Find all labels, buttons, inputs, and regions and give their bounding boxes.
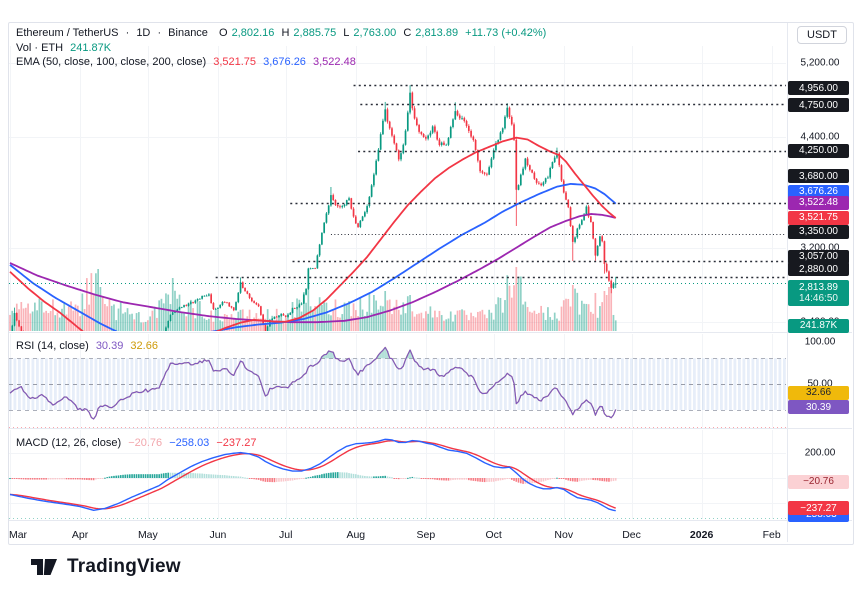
- macd-signal-value: −237.27: [216, 437, 257, 449]
- price-level-badge: 4,750.00: [788, 98, 849, 113]
- open-label: O: [219, 27, 228, 39]
- current-price-badge: 2,813.89 14:46:50: [788, 279, 849, 306]
- rsi-axis-label: 50.00: [807, 378, 833, 390]
- price-level-badge: 3,676.26: [788, 184, 849, 199]
- time-axis-label-feb: Feb: [762, 529, 781, 541]
- time-axis[interactable]: [9, 521, 787, 542]
- ema100-value: 3,676.26: [263, 56, 306, 68]
- macd-value-badge: −20.76: [788, 474, 849, 489]
- macd-hist-value: −20.76: [128, 437, 163, 449]
- change-value: +11.73 (+0.42%): [465, 27, 547, 39]
- volume-legend-row: Vol · ETH 241.87K: [16, 42, 115, 54]
- tradingview-logo-icon: [31, 559, 57, 575]
- price-axis-border: [787, 23, 788, 542]
- price-axis-label: 4,400.00: [800, 131, 840, 143]
- close-label: C: [403, 27, 412, 39]
- ema-legend-row: EMA (50, close, 100, close, 200, close) …: [16, 56, 360, 68]
- rsi-study-title[interactable]: RSI (14, close): [16, 340, 89, 352]
- time-axis-label-oct: Oct: [485, 529, 502, 541]
- rsi-value-badge: 30.39: [788, 400, 849, 415]
- rsi-ma-value: 32.66: [130, 340, 158, 352]
- macd-axis-label: 200.00: [804, 447, 836, 459]
- currency-toggle-button[interactable]: USDT: [797, 26, 847, 44]
- macd-value-badge: −237.27: [788, 501, 849, 516]
- high-label: H: [281, 27, 290, 39]
- low-label: L: [343, 27, 350, 39]
- volume-study-title[interactable]: Vol · ETH: [16, 42, 64, 54]
- pane-separator-rsi-macd[interactable]: [9, 428, 852, 429]
- volume-axis-badge: 241.87K: [788, 318, 849, 333]
- price-level-badge: 4,250.00: [788, 143, 849, 158]
- rsi-legend-row: RSI (14, close) 30.39 32.66: [16, 340, 162, 352]
- rsi-axis-label: 100.00: [804, 336, 836, 348]
- chart-frame: [8, 22, 854, 545]
- current-price-value: 2,813.89: [799, 281, 838, 293]
- price-level-badge: 3,521.75: [788, 210, 849, 225]
- time-axis-label-apr: Apr: [71, 529, 89, 541]
- price-level-badge: 3,522.48: [788, 195, 849, 210]
- low-value: 2,763.00: [353, 27, 397, 39]
- macd-line-value: −258.03: [169, 437, 210, 449]
- time-axis-border: [9, 520, 852, 521]
- price-axis-label: 5,200.00: [800, 57, 840, 69]
- macd-study-title[interactable]: MACD (12, 26, close): [16, 437, 122, 449]
- time-axis-label-sep: Sep: [416, 529, 436, 541]
- time-axis-label-jun: Jun: [209, 529, 227, 541]
- tradingview-logo-text: TradingView: [67, 556, 181, 577]
- tradingview-logo-link[interactable]: TradingView: [30, 556, 181, 578]
- macd-legend-row: MACD (12, 26, close) −20.76 −258.03 −237…: [16, 437, 260, 449]
- price-level-badge: 3,350.00: [788, 224, 849, 239]
- symbol-legend-row: Ethereum / TetherUS · 1D · Binance O 2,80…: [16, 27, 550, 39]
- time-axis-label-nov: Nov: [554, 529, 574, 541]
- close-value: 2,813.89: [415, 27, 459, 39]
- time-axis-label-jul: Jul: [279, 529, 293, 541]
- open-value: 2,802.16: [231, 27, 275, 39]
- bar-countdown: 14:46:50: [799, 292, 838, 304]
- volume-value: 241.87K: [70, 42, 112, 54]
- price-level-badge: 2,880.00: [788, 262, 849, 277]
- price-axis-label: 3,200.00: [800, 242, 840, 254]
- ema200-value: 3,522.48: [313, 56, 356, 68]
- time-axis-label-2026: 2026: [689, 529, 714, 541]
- symbol-title[interactable]: Ethereum / TetherUS · 1D · Binance: [16, 27, 208, 39]
- ema50-value: 3,521.75: [213, 56, 257, 68]
- time-axis-label-dec: Dec: [622, 529, 641, 541]
- rsi-value: 30.39: [95, 340, 124, 352]
- price-level-badge: 3,680.00: [788, 169, 849, 184]
- time-axis-label-mar: Mar: [8, 529, 28, 541]
- price-level-badge: 3,057.00: [788, 249, 849, 264]
- rsi-value-badge: 32.66: [788, 385, 849, 400]
- pane-separator-main-rsi[interactable]: [9, 332, 852, 333]
- ema-study-title[interactable]: EMA (50, close, 100, close, 200, close): [16, 56, 207, 68]
- time-axis-label-aug: Aug: [346, 529, 366, 541]
- time-axis-label-may: May: [137, 529, 158, 541]
- price-level-badge: 4,956.00: [788, 81, 849, 96]
- high-value: 2,885.75: [293, 27, 337, 39]
